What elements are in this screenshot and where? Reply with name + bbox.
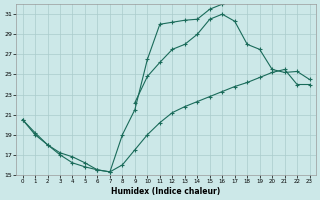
X-axis label: Humidex (Indice chaleur): Humidex (Indice chaleur) (111, 187, 221, 196)
